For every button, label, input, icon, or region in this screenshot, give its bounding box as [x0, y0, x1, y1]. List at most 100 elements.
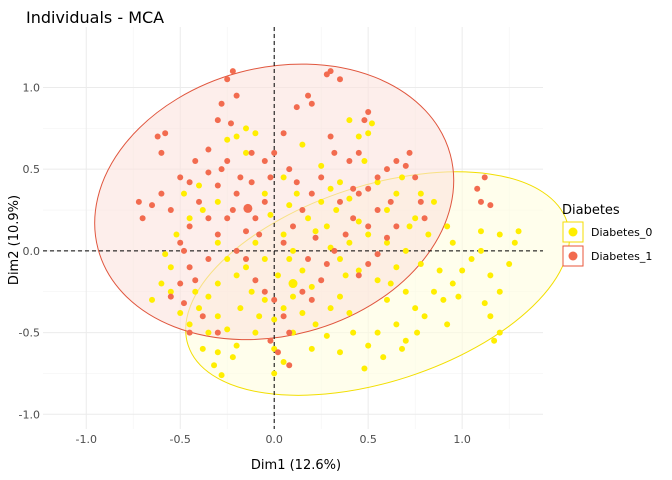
point-diabetes-0 [327, 185, 334, 192]
point-diabetes-1 [318, 174, 325, 181]
y-axis-title: Dim2 (10.9%) [7, 195, 22, 285]
point-diabetes-0 [365, 130, 372, 137]
point-diabetes-0 [393, 321, 400, 328]
point-diabetes-1 [218, 100, 225, 107]
point-diabetes-0 [214, 198, 221, 205]
point-diabetes-0 [383, 296, 390, 303]
point-diabetes-0 [271, 316, 278, 323]
y-tick-label: -1.0 [19, 408, 40, 421]
point-diabetes-1 [154, 133, 161, 140]
point-diabetes-1 [355, 272, 362, 279]
point-diabetes-1 [167, 293, 174, 300]
point-diabetes-1 [224, 158, 231, 164]
point-diabetes-1 [286, 166, 293, 173]
point-diabetes-1 [393, 158, 400, 164]
point-diabetes-0 [380, 354, 387, 361]
point-diabetes-1 [487, 202, 494, 209]
point-diabetes-0 [261, 256, 268, 263]
point-diabetes-1 [186, 223, 193, 230]
point-diabetes-0 [274, 272, 281, 279]
point-diabetes-1 [406, 149, 413, 156]
point-diabetes-1 [243, 228, 250, 235]
point-diabetes-0 [374, 329, 381, 336]
point-diabetes-0 [162, 251, 169, 258]
point-diabetes-0 [318, 198, 325, 205]
point-diabetes-0 [299, 141, 306, 148]
point-diabetes-0 [355, 133, 362, 140]
point-diabetes-1 [271, 149, 278, 156]
point-diabetes-0 [421, 313, 428, 320]
point-diabetes-0 [346, 195, 353, 202]
point-diabetes-1 [229, 68, 236, 75]
point-diabetes-1 [186, 329, 193, 336]
point-diabetes-0 [374, 277, 381, 284]
point-diabetes-1 [214, 182, 221, 189]
centroids [243, 203, 298, 289]
point-diabetes-1 [267, 174, 274, 181]
point-diabetes-0 [280, 174, 287, 181]
point-diabetes-1 [387, 198, 394, 205]
point-diabetes-1 [355, 149, 362, 156]
point-diabetes-1 [180, 300, 187, 307]
point-diabetes-1 [383, 166, 390, 173]
point-diabetes-0 [402, 247, 409, 254]
point-diabetes-1 [350, 215, 357, 222]
point-diabetes-1 [233, 247, 240, 254]
legend-title: Diabetes [562, 203, 620, 218]
legend-label-diabetes-0: Diabetes_0 [591, 226, 652, 239]
point-diabetes-0 [261, 190, 268, 197]
point-diabetes-1 [305, 92, 312, 99]
point-diabetes-1 [233, 190, 240, 197]
point-diabetes-0 [412, 305, 419, 312]
point-diabetes-0 [368, 120, 375, 127]
point-diabetes-1 [218, 166, 225, 173]
point-diabetes-1 [214, 329, 221, 336]
point-diabetes-0 [336, 293, 343, 300]
y-tick-label: 0.0 [23, 245, 41, 258]
point-diabetes-1 [280, 130, 287, 137]
point-diabetes-0 [336, 256, 343, 263]
x-tick-label: -0.5 [169, 433, 190, 446]
point-diabetes-0 [177, 309, 184, 316]
point-diabetes-1 [286, 362, 293, 369]
point-diabetes-1 [149, 202, 156, 209]
point-diabetes-0 [361, 365, 368, 372]
point-diabetes-0 [293, 190, 300, 197]
point-diabetes-0 [393, 264, 400, 271]
point-diabetes-1 [383, 234, 390, 241]
point-diabetes-0 [393, 190, 400, 197]
point-diabetes-0 [496, 231, 503, 238]
point-diabetes-1 [336, 198, 343, 205]
point-diabetes-0 [468, 256, 475, 263]
point-diabetes-0 [167, 288, 174, 295]
point-diabetes-1 [308, 100, 315, 107]
point-diabetes-0 [425, 231, 432, 238]
point-diabetes-1 [327, 133, 334, 140]
point-diabetes-0 [477, 228, 484, 235]
legend-marker-diabetes-0 [568, 227, 578, 237]
ellipse-diabetes-1 [94, 63, 455, 341]
point-diabetes-0 [252, 329, 259, 336]
point-diabetes-0 [436, 267, 443, 274]
reference-lines [43, 27, 543, 429]
point-diabetes-1 [261, 198, 268, 205]
point-diabetes-0 [312, 321, 319, 328]
point-diabetes-1 [305, 256, 312, 263]
point-diabetes-0 [406, 223, 413, 230]
point-diabetes-0 [342, 272, 349, 279]
point-diabetes-0 [496, 288, 503, 295]
point-diabetes-0 [243, 125, 250, 132]
point-diabetes-0 [430, 198, 437, 205]
point-diabetes-1 [224, 76, 231, 83]
point-diabetes-0 [327, 305, 334, 312]
point-diabetes-1 [290, 223, 296, 230]
point-diabetes-0 [417, 190, 424, 197]
x-tick-label: 1.0 [453, 433, 471, 446]
point-diabetes-1 [233, 92, 240, 99]
point-diabetes-1 [214, 231, 221, 238]
point-diabetes-1 [365, 223, 372, 230]
point-diabetes-1 [271, 296, 278, 303]
point-diabetes-1 [167, 207, 174, 214]
point-diabetes-0 [323, 223, 330, 230]
point-diabetes-0 [444, 223, 451, 230]
